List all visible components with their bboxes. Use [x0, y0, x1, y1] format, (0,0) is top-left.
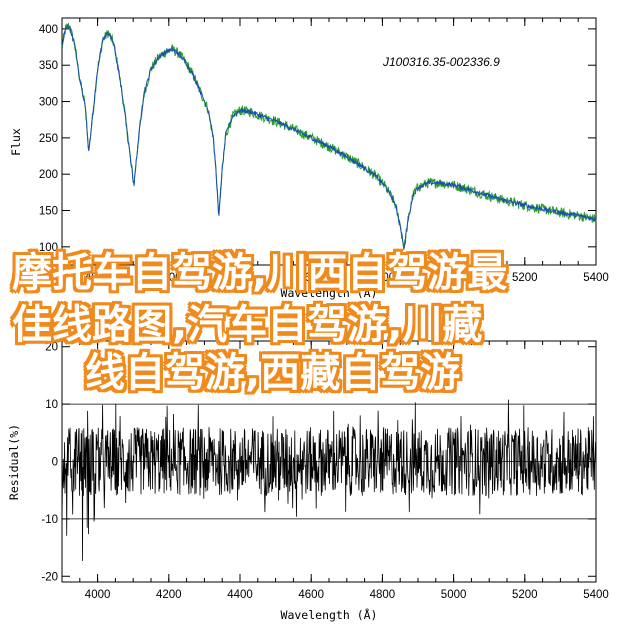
residual-x-tick-label: 5000: [441, 589, 467, 601]
residual-x-tick-label: 5200: [512, 589, 538, 601]
flux-x-axis-title: Wavelength (Å): [281, 285, 378, 300]
residual-panel: 4000 4200 4400 4600 4800 5000 5200 5400 -20 -10 0 1…: [7, 340, 609, 622]
residual-axis-ticks: 4000 4200 4400 4600 4800 5000 5200 5400 -20 -10 0 1…: [41, 341, 609, 601]
object-id-annotation: J100316.35-002336.9: [382, 55, 500, 69]
flux-series-group: [61, 22, 597, 250]
residual-y-tick-label: -10: [41, 514, 58, 526]
residual-x-tick-label: 5400: [583, 589, 609, 601]
flux-x-tick-label: 5000: [441, 272, 467, 284]
residual-x-tick-label: 4000: [85, 589, 111, 601]
flux-y-axis-title: Flux: [9, 128, 23, 156]
model-spectrum-line: [61, 22, 597, 250]
residual-x-tick-label: 4400: [227, 589, 253, 601]
flux-x-tick-label: 5200: [512, 272, 538, 284]
flux-x-tick-label: 4400: [227, 272, 253, 284]
flux-x-tick-label: 4800: [370, 272, 396, 284]
flux-x-tick-label: 4600: [298, 272, 324, 284]
flux-panel: 4000 4200 4400 4600 4800 5000 5200 5400 100 150 20…: [9, 17, 609, 300]
flux-y-tick-label: 250: [39, 133, 58, 145]
flux-plot-frame: [61, 17, 597, 266]
residual-y-tick-label: 20: [45, 342, 58, 354]
flux-y-tick-label: 150: [39, 206, 58, 218]
residual-series-group: [61, 399, 597, 562]
residual-y-tick-label: -20: [41, 571, 58, 583]
flux-y-tick-label: 350: [39, 60, 58, 72]
flux-axis-ticks: 4000 4200 4400 4600 4800 5000 5200 5400 100 150 20…: [39, 18, 609, 284]
residual-x-tick-label: 4600: [298, 589, 324, 601]
observed-spectrum-line: [61, 24, 597, 249]
flux-x-tick-label: 4000: [85, 272, 111, 284]
residual-x-tick-label: 4800: [370, 589, 396, 601]
flux-y-tick-label: 200: [39, 169, 58, 181]
residual-line: [61, 399, 597, 562]
flux-y-tick-label: 300: [39, 97, 58, 109]
residual-y-tick-label: 10: [45, 399, 58, 411]
residual-x-axis-title: Wavelength (Å): [281, 607, 378, 622]
flux-x-tick-label: 5400: [583, 272, 609, 284]
residual-y-axis-title: Residual(%): [7, 424, 21, 500]
flux-y-tick-label: 100: [39, 242, 58, 254]
residual-y-tick-label: 0: [52, 457, 58, 469]
flux-y-tick-label: 400: [39, 24, 58, 36]
flux-x-tick-label: 4200: [156, 272, 182, 284]
residual-x-tick-label: 4200: [156, 589, 182, 601]
